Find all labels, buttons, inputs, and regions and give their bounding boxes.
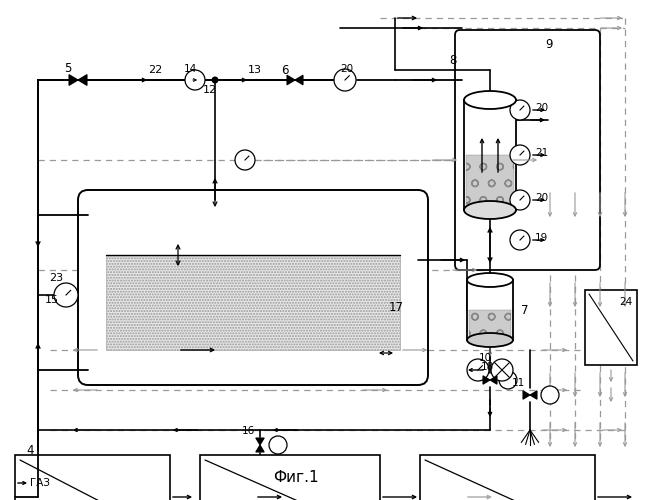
Circle shape [467, 359, 489, 381]
Text: 20: 20 [340, 64, 353, 74]
Circle shape [269, 436, 287, 454]
Text: 5: 5 [65, 62, 72, 74]
Text: 10: 10 [479, 353, 492, 363]
Text: 23: 23 [49, 273, 63, 283]
Text: 22: 22 [148, 65, 162, 75]
Text: 21: 21 [535, 148, 548, 158]
Polygon shape [78, 74, 87, 86]
Bar [200, 455, 380, 500]
Circle shape [510, 230, 530, 250]
Text: ГАЗ: ГАЗ [30, 478, 50, 488]
Ellipse shape [467, 273, 513, 287]
Text: 24: 24 [619, 297, 632, 307]
Circle shape [54, 283, 78, 307]
Polygon shape [295, 75, 303, 85]
Circle shape [211, 76, 218, 84]
Text: 20: 20 [535, 103, 548, 113]
Text: 20: 20 [535, 193, 548, 203]
Ellipse shape [464, 91, 516, 109]
Polygon shape [483, 376, 490, 384]
Text: 19: 19 [535, 233, 548, 243]
Text: Фиг.1: Фиг.1 [273, 470, 319, 486]
Text: 13: 13 [248, 65, 262, 75]
Text: 12: 12 [203, 85, 217, 95]
Bar [466, 155, 514, 208]
Text: 18: 18 [481, 362, 494, 372]
Text: 8: 8 [449, 54, 456, 66]
Circle shape [510, 190, 530, 210]
Bar [585, 290, 637, 365]
Circle shape [235, 150, 255, 170]
Text: 15: 15 [45, 295, 59, 305]
Bar [467, 280, 513, 340]
Polygon shape [530, 391, 537, 399]
Circle shape [491, 359, 513, 381]
Polygon shape [256, 438, 264, 445]
Circle shape [541, 386, 559, 404]
Text: 16: 16 [241, 426, 255, 436]
Circle shape [334, 69, 356, 91]
Text: 6: 6 [281, 64, 289, 76]
Bar [464, 100, 516, 210]
Bar [420, 455, 595, 500]
Bar [469, 310, 511, 338]
Bar [106, 255, 400, 350]
Polygon shape [69, 74, 78, 86]
FancyBboxPatch shape [455, 30, 600, 270]
Ellipse shape [464, 201, 516, 219]
Bar [466, 109, 514, 153]
Circle shape [510, 145, 530, 165]
Polygon shape [256, 445, 264, 452]
Bar [15, 455, 170, 500]
Polygon shape [287, 75, 295, 85]
Text: 14: 14 [183, 64, 197, 74]
Circle shape [185, 70, 205, 90]
Circle shape [499, 371, 517, 389]
Text: 7: 7 [521, 304, 529, 316]
FancyBboxPatch shape [78, 190, 428, 385]
Ellipse shape [467, 333, 513, 347]
Text: 4: 4 [26, 444, 34, 456]
Polygon shape [490, 376, 497, 384]
Text: 17: 17 [389, 301, 404, 314]
Circle shape [510, 100, 530, 120]
Polygon shape [523, 391, 530, 399]
Text: 9: 9 [545, 38, 552, 52]
Text: 11: 11 [511, 378, 525, 388]
